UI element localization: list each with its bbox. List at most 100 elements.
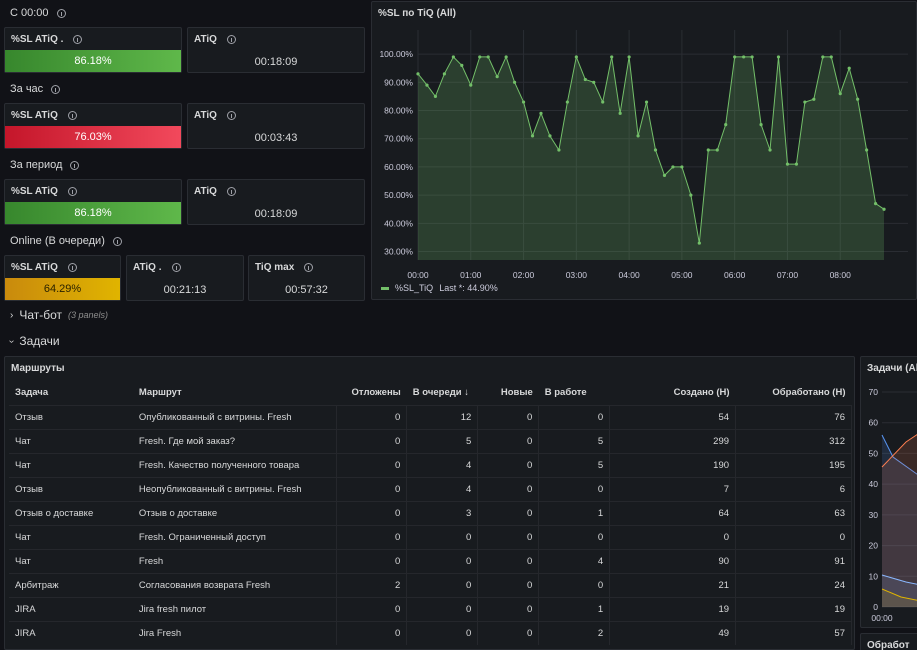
stat-panel-period-sl[interactable]: %SL ATiQ 86.18% — [4, 179, 182, 225]
data-point — [768, 148, 772, 152]
table-cell: Jira Fresh — [132, 620, 338, 645]
sl-line-chart: 100.00% 90.00% 80.00% 70.00% 60.00% 50.00% 40.… — [379, 30, 908, 280]
data-point — [495, 75, 499, 79]
info-icon[interactable] — [51, 84, 61, 94]
x-tick-label: 00:00 — [871, 613, 893, 623]
data-point — [847, 66, 851, 70]
stat-panel-hour-atiq[interactable]: ATiQ 00:03:43 — [187, 103, 365, 149]
data-point — [574, 55, 578, 59]
info-icon[interactable] — [226, 111, 236, 120]
table-cell: Чат — [9, 548, 133, 573]
data-point — [662, 173, 667, 177]
table-cell: 4 — [538, 548, 611, 573]
stat-value: 00:21:13 — [163, 284, 207, 296]
table-cell: JIRA — [9, 620, 133, 645]
data-point — [671, 165, 675, 169]
table-cell: 1 — [538, 500, 611, 525]
info-icon[interactable] — [171, 263, 181, 272]
table-cell: 5 — [538, 452, 611, 477]
column-header[interactable]: Задача — [15, 387, 49, 399]
row-tasks[interactable]: › Задачи — [6, 334, 59, 348]
column-header[interactable]: Новые — [500, 387, 533, 399]
table-cell: 0 — [538, 572, 611, 597]
info-icon[interactable] — [67, 263, 77, 272]
series-line — [881, 588, 917, 601]
table-cell: JIRA — [9, 596, 133, 621]
info-icon[interactable] — [67, 187, 77, 196]
legend-swatch — [381, 286, 389, 290]
table-cell: Отзыв — [9, 476, 133, 501]
table-cell: 0 — [336, 596, 408, 621]
data-point — [759, 123, 763, 127]
series-area — [882, 589, 917, 607]
column-header[interactable]: Маршрут — [138, 387, 182, 399]
stat-panel-online-sl[interactable]: %SL ATiQ 64.29% — [4, 255, 121, 301]
stat-value: 00:18:09 — [254, 208, 298, 220]
stat-value: 86.18% — [5, 50, 181, 72]
chart-panel-sl[interactable]: %SL по TiQ (All) 100.00% 90.00% 80.00% 70.0… — [371, 1, 917, 300]
section-title-today: С 00:00 — [10, 7, 66, 19]
data-point — [592, 80, 596, 84]
data-point — [785, 162, 790, 166]
stat-panel-online-max[interactable]: TiQ max 00:57:32 — [248, 255, 365, 301]
info-icon[interactable] — [226, 187, 236, 196]
table-cell: 4 — [406, 476, 479, 501]
table-cell: 0 — [477, 476, 540, 501]
stat-panel-today-sl[interactable]: %SL ATiQ . 86.18% — [4, 27, 182, 73]
column-header[interactable]: Создано (Н) — [673, 387, 730, 399]
table-row: Чат Fresh. Где мой заказ? 0 5 0 5 299 312 — [9, 428, 852, 453]
column-header[interactable]: В очереди ↓ — [412, 387, 470, 399]
info-icon[interactable] — [304, 263, 314, 272]
column-header[interactable]: Обработано (Н) — [772, 387, 846, 399]
data-point — [794, 162, 799, 166]
table-cell: 2 — [538, 620, 611, 645]
stat-panel-period-atiq[interactable]: ATiQ 00:18:09 — [187, 179, 365, 225]
data-point — [521, 100, 526, 104]
column-header[interactable]: В работе — [544, 387, 587, 399]
table-cell: 0 — [336, 428, 408, 453]
table-cell: 0 — [406, 524, 479, 549]
processed-panel[interactable]: Обработ — [860, 633, 917, 650]
info-icon[interactable] — [73, 35, 83, 44]
data-point — [865, 148, 869, 152]
table-row: Чат Fresh. Ограниченный доступ 0 0 0 0 0 0 — [9, 524, 852, 549]
section-title-online: Online (В очереди) — [10, 235, 122, 247]
table-cell: 0 — [336, 452, 408, 477]
info-icon[interactable] — [56, 8, 66, 18]
table-row: JIRA Jira Fresh 0 0 0 2 49 57 — [9, 620, 852, 645]
table-cell: 63 — [735, 500, 852, 525]
y-tick-label: 50 — [869, 448, 879, 458]
x-tick-label: 07:00 — [777, 270, 799, 280]
series-area — [882, 575, 917, 607]
table-cell: Чат — [9, 428, 133, 453]
tasks-chart-panel[interactable]: Задачи (All 70 60 50 40 30 20 10 0 00:00 — [860, 356, 917, 628]
data-point — [539, 111, 543, 115]
info-icon[interactable] — [67, 111, 77, 120]
row-chatbot[interactable]: › Чат-бот (3 panels) — [10, 308, 108, 322]
x-tick-label: 03:00 — [566, 270, 588, 280]
table-cell: Отзыв о доставке — [9, 500, 133, 525]
y-tick-label: 60 — [869, 418, 879, 428]
processed-panel-title: Обработ — [867, 640, 910, 650]
info-icon[interactable] — [112, 236, 122, 246]
stat-value: 64.29% — [5, 278, 120, 300]
y-tick-label: 100.00% — [379, 49, 413, 59]
table-cell: 0 — [538, 476, 611, 501]
data-point — [873, 201, 878, 206]
chart-legend[interactable]: %SL_TiQ Last *: 44.90% — [381, 283, 498, 293]
table-cell: 91 — [735, 548, 852, 573]
data-point — [803, 100, 807, 104]
table-cell: 76 — [735, 404, 852, 429]
info-icon[interactable] — [226, 35, 236, 44]
table-cell: 0 — [336, 500, 408, 525]
data-point — [530, 134, 535, 138]
routes-table-panel[interactable]: Маршруты Задача Маршрут Отложены В очере… — [4, 356, 855, 650]
table-cell: 19 — [735, 596, 852, 621]
stat-panel-today-atiq[interactable]: ATiQ 00:18:09 — [187, 27, 365, 73]
column-header[interactable]: Отложены — [351, 387, 401, 399]
series-area — [882, 434, 917, 607]
data-point — [838, 91, 842, 96]
stat-panel-hour-sl[interactable]: %SL ATiQ 76.03% — [4, 103, 182, 149]
info-icon[interactable] — [70, 160, 80, 170]
stat-panel-online-atiq[interactable]: ATiQ . 00:21:13 — [126, 255, 244, 301]
